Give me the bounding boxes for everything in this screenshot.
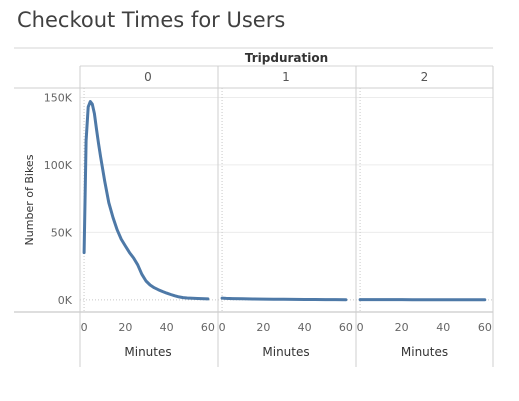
x-tick-label: 20	[256, 321, 270, 334]
y-tick-label: 0K	[58, 294, 73, 307]
y-tick-label: 50K	[51, 226, 73, 239]
panel-label: 0	[144, 70, 152, 84]
y-tick-label: 100K	[44, 159, 73, 172]
y-tick-label: 150K	[44, 91, 73, 104]
y-axis-title: Number of Bikes	[23, 154, 36, 245]
x-tick-label: 60	[339, 321, 353, 334]
chart-title: Checkout Times for Users	[17, 8, 286, 32]
panel-label: 2	[421, 70, 429, 84]
gridlines	[80, 88, 493, 312]
series-line	[220, 296, 348, 302]
x-tick-label: 0	[219, 321, 226, 334]
x-tick-label: 40	[160, 321, 174, 334]
panel-label: 1	[282, 70, 290, 84]
x-tick-label: 0	[357, 321, 364, 334]
x-tick-label: 20	[395, 321, 409, 334]
x-axis-title: Minutes	[124, 345, 171, 359]
series-line	[82, 100, 210, 301]
x-tick-label: 60	[201, 321, 215, 334]
column-header: Tripduration	[245, 51, 328, 65]
x-tick-label: 40	[436, 321, 450, 334]
x-tick-label: 0	[81, 321, 88, 334]
chart-frame	[14, 47, 494, 367]
x-axis-title: Minutes	[262, 345, 309, 359]
chart-labels: Tripduration 0K 50K 100K 150K Number of Bikes…	[23, 51, 492, 359]
x-tick-label: 20	[118, 321, 132, 334]
x-axis-title: Minutes	[401, 345, 448, 359]
x-tick-label: 40	[298, 321, 312, 334]
series-lines	[82, 100, 487, 302]
x-tick-label: 60	[478, 321, 492, 334]
